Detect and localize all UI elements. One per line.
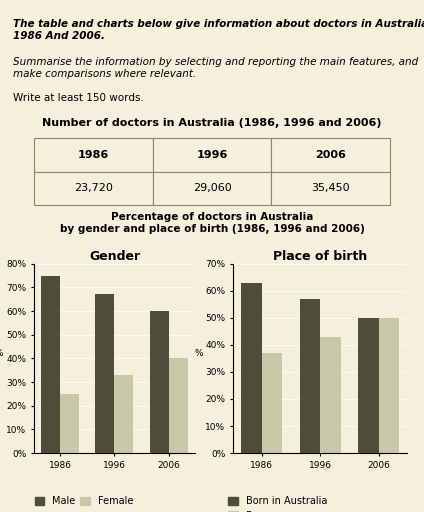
Text: Summarise the information by selecting and reporting the main features, and
make: Summarise the information by selecting a… xyxy=(13,57,418,79)
Bar xyxy=(300,299,320,453)
Bar xyxy=(358,318,379,453)
Bar xyxy=(114,375,134,453)
Bar xyxy=(169,358,188,453)
Y-axis label: %: % xyxy=(194,349,203,358)
Text: Percentage of doctors in Australia
by gender and place of birth (1986, 1996 and : Percentage of doctors in Australia by ge… xyxy=(59,212,365,234)
Bar xyxy=(379,318,399,453)
Title: Place of birth: Place of birth xyxy=(273,249,367,263)
Bar xyxy=(41,275,60,453)
Y-axis label: %: % xyxy=(0,349,3,358)
Text: Write at least 150 words.: Write at least 150 words. xyxy=(13,93,144,103)
Bar xyxy=(95,294,114,453)
Text: The table and charts below give information about doctors in Australia between
1: The table and charts below give informat… xyxy=(13,19,424,41)
Bar xyxy=(241,283,262,453)
Bar xyxy=(60,394,79,453)
Legend: Male, Female: Male, Female xyxy=(31,492,137,510)
Title: Gender: Gender xyxy=(89,249,140,263)
Bar xyxy=(150,311,169,453)
Text: Number of doctors in Australia (1986, 1996 and 2006): Number of doctors in Australia (1986, 19… xyxy=(42,118,382,128)
Legend: Born in Australia, Born overseas: Born in Australia, Born overseas xyxy=(224,492,331,512)
Bar xyxy=(262,353,282,453)
Bar xyxy=(320,337,340,453)
